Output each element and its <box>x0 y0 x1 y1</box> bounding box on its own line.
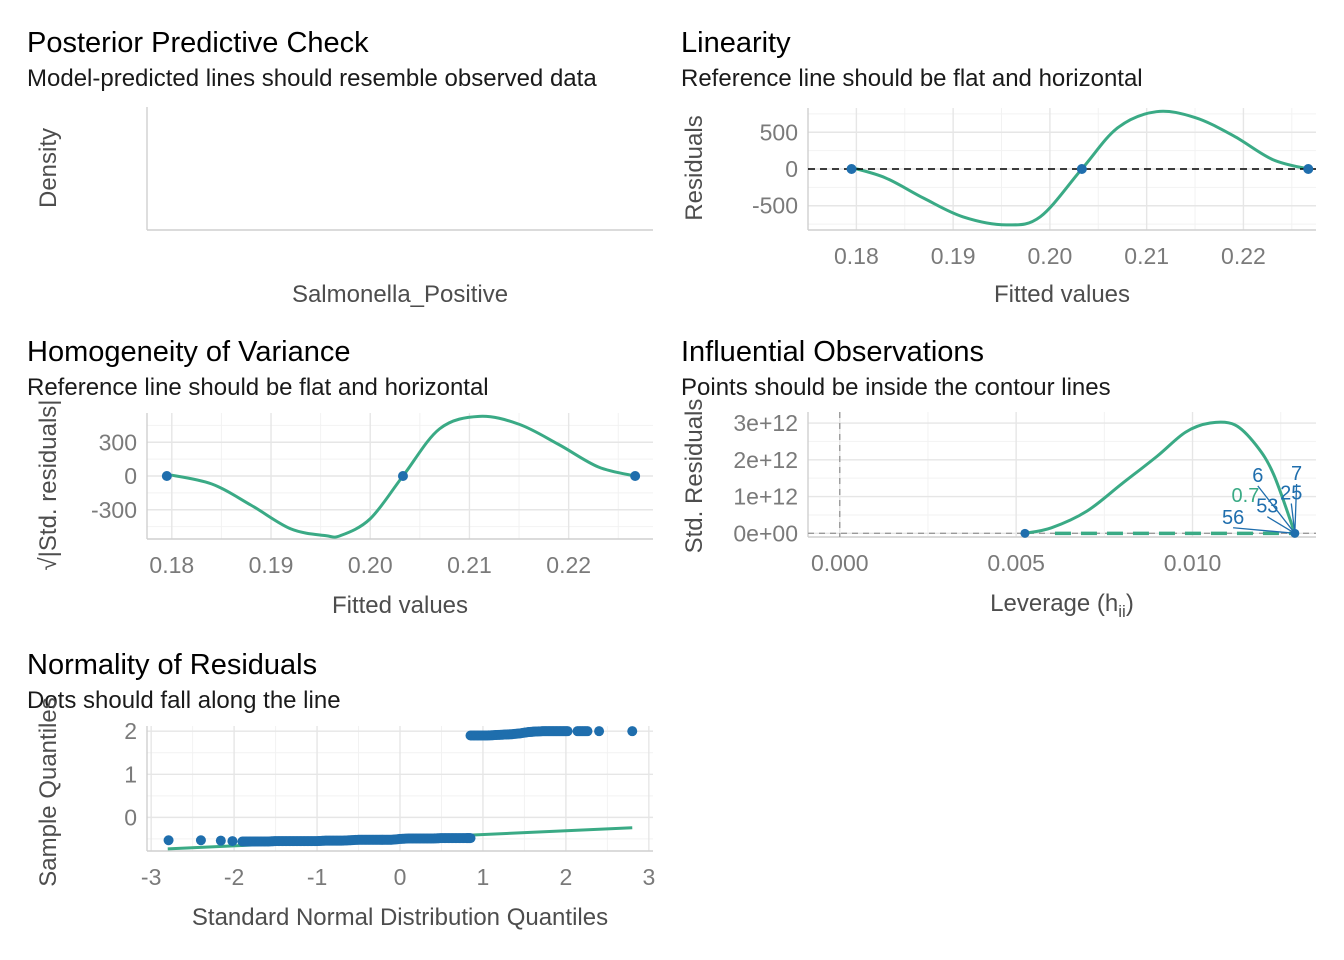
influential-label-leader <box>1290 503 1296 534</box>
influential-x-tick-label: 0.005 <box>987 550 1045 576</box>
influential-label-leader <box>1294 483 1298 534</box>
homogeneity-x-tick-label: 0.18 <box>149 552 194 578</box>
influential-x-label-sub: ii <box>1118 602 1126 621</box>
influential-x-tick-label: 0.000 <box>811 550 869 576</box>
influential-y-tick-label: 0e+00 <box>733 520 798 546</box>
linearity-x-tick-label: 0.20 <box>1028 243 1073 269</box>
influential-point-label: 7 <box>1291 463 1302 485</box>
homogeneity-x-tick-label: 0.20 <box>348 552 393 578</box>
ppc-title: Posterior Predictive Check <box>27 27 369 59</box>
influential-x-tick-label: 0.010 <box>1164 550 1222 576</box>
influential-x-label-end: ) <box>1126 590 1134 617</box>
influential-x-label: Leverage (hii) <box>990 590 1134 621</box>
normality-point-lower <box>215 835 226 846</box>
panel-posterior-predictive-check: Posterior Predictive Check Model-predict… <box>27 27 653 308</box>
homogeneity-point <box>161 471 172 481</box>
linearity-y-tick-label: 500 <box>760 119 798 145</box>
panel-linearity: Linearity Reference line should be flat … <box>681 27 1316 308</box>
influential-contour-label: 0.7 <box>1232 485 1260 507</box>
normality-point-lower <box>465 833 476 844</box>
influential-y-tick-label: 1e+12 <box>733 484 798 510</box>
normality-subtitle: Dots should fall along the line <box>27 687 341 714</box>
influential-x-label-main: Leverage (h <box>990 590 1118 617</box>
normality-point-lower <box>195 835 206 846</box>
ppc-subtitle: Model-predicted lines should resemble ob… <box>27 65 597 92</box>
linearity-x-tick-label: 0.22 <box>1221 243 1266 269</box>
ppc-y-label: Density <box>35 128 62 208</box>
normality-x-tick-label: 2 <box>560 864 573 890</box>
linearity-x-label: Fitted values <box>994 281 1130 308</box>
linearity-title: Linearity <box>681 27 791 59</box>
linearity-subtitle: Reference line should be flat and horizo… <box>681 65 1143 92</box>
influential-point-label: 56 <box>1222 507 1244 529</box>
panel-normality-of-residuals: Normality of Residuals Dots should fall … <box>27 649 655 931</box>
normality-x-tick-label: -3 <box>141 864 161 890</box>
normality-x-tick-label: 0 <box>394 864 407 890</box>
linearity-x-tick-label: 0.19 <box>931 243 976 269</box>
influential-title: Influential Observations <box>681 336 984 368</box>
homogeneity-x-tick-label: 0.19 <box>249 552 294 578</box>
homogeneity-y-tick-label: -300 <box>91 497 137 523</box>
influential-label-leader <box>1266 516 1296 534</box>
influential-subtitle: Points should be inside the contour line… <box>681 374 1111 401</box>
homogeneity-point <box>630 471 641 481</box>
linearity-point <box>1303 164 1314 174</box>
normality-x-tick-label: 1 <box>477 864 490 890</box>
influential-label-leader <box>1257 485 1296 534</box>
normality-point-lower <box>163 835 174 846</box>
linearity-x-tick-label: 0.21 <box>1124 243 1169 269</box>
normality-y-tick-label: 0 <box>124 804 137 830</box>
influential-point <box>1290 528 1300 538</box>
normality-point-upper <box>594 726 605 737</box>
influential-y-tick-label: 3e+12 <box>733 410 798 436</box>
influential-point <box>1020 528 1030 538</box>
homogeneity-point <box>397 471 408 481</box>
homogeneity-x-tick-label: 0.22 <box>546 552 591 578</box>
panel-homogeneity-of-variance: Homogeneity of Variance Reference line s… <box>27 336 653 619</box>
homogeneity-title: Homogeneity of Variance <box>27 336 350 368</box>
linearity-point <box>1076 164 1087 174</box>
influential-point-label: 6 <box>1252 465 1263 487</box>
homogeneity-y-tick-label: 300 <box>99 429 137 455</box>
normality-x-tick-label: -2 <box>224 864 244 890</box>
influential-contour-curve <box>1024 420 1297 535</box>
normality-x-tick-label: -1 <box>307 864 327 890</box>
influential-label-leader <box>1233 527 1295 534</box>
normality-point-upper <box>582 726 593 737</box>
normality-x-tick-label: 3 <box>642 864 655 890</box>
homogeneity-y-tick-label: 0 <box>124 463 137 489</box>
influential-y-tick-label: 2e+12 <box>733 447 798 473</box>
homogeneity-subtitle: Reference line should be flat and horizo… <box>27 374 489 401</box>
influential-y-label: Std. Residuals <box>681 399 708 554</box>
linearity-y-tick-label: 0 <box>785 156 798 182</box>
normality-y-tick-label: 1 <box>124 761 137 787</box>
homogeneity-x-tick-label: 0.21 <box>447 552 492 578</box>
linearity-y-tick-label: -500 <box>752 193 798 219</box>
normality-y-label: Sample Quantiles <box>35 697 62 886</box>
ppc-x-label: Salmonella_Positive <box>292 281 508 308</box>
linearity-point <box>846 164 857 174</box>
linearity-y-label: Residuals <box>681 115 708 220</box>
normality-title: Normality of Residuals <box>27 649 317 681</box>
homogeneity-x-label: Fitted values <box>332 592 468 619</box>
normality-x-label: Standard Normal Distribution Quantiles <box>192 904 608 931</box>
influential-point-label: 53 <box>1256 496 1278 518</box>
normality-point-upper <box>627 726 638 737</box>
normality-point-upper <box>562 726 573 737</box>
homogeneity-y-label: √|Std. residuals| <box>35 399 62 570</box>
linearity-x-tick-label: 0.18 <box>834 243 879 269</box>
homogeneity-loess-curve <box>166 414 636 539</box>
influential-point-label: 25 <box>1280 483 1302 505</box>
normality-y-tick-label: 2 <box>124 718 137 744</box>
normality-point-lower <box>227 836 238 847</box>
panel-influential-observations: Influential Observations Points should b… <box>681 336 1316 621</box>
